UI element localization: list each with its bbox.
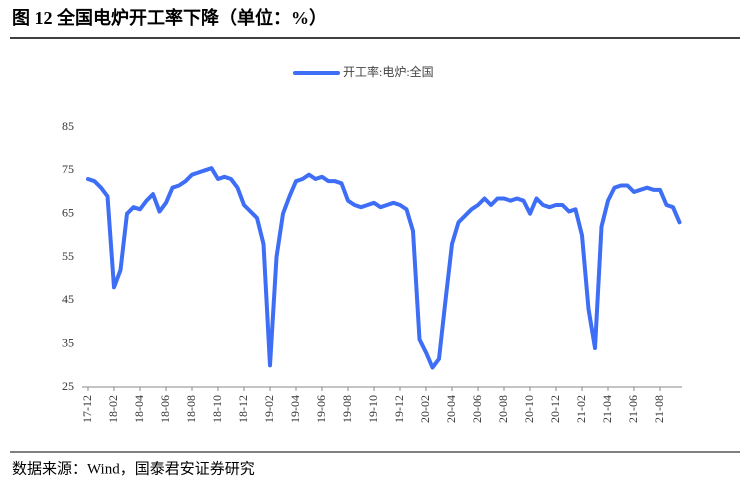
legend-label: 开工率:电炉:全国 <box>343 64 434 79</box>
x-tick-label: 21-06 <box>626 395 640 423</box>
x-tick-label: 20-08 <box>496 395 510 423</box>
x-tick-label: 21-08 <box>652 395 666 423</box>
x-tick-label: 19-10 <box>366 395 380 423</box>
x-tick-label: 17-12 <box>80 395 94 423</box>
x-tick-label: 19-08 <box>340 395 354 423</box>
series-line <box>86 166 682 370</box>
y-tick-label: 25 <box>62 379 74 393</box>
x-tick-label: 21-04 <box>600 395 614 423</box>
x-tick-label: 19-12 <box>392 395 406 423</box>
x-tick-label: 20-02 <box>418 395 432 423</box>
y-tick-label: 35 <box>62 335 74 349</box>
x-tick-label: 19-04 <box>288 395 302 423</box>
y-tick-label: 55 <box>62 249 74 263</box>
x-tick-label: 20-06 <box>470 395 484 423</box>
x-tick-label: 18-02 <box>106 395 120 423</box>
x-tick-label: 18-12 <box>236 395 250 423</box>
x-tick-label: 21-02 <box>574 395 588 423</box>
x-tick-label: 18-08 <box>184 395 198 423</box>
x-tick-label: 19-02 <box>262 395 276 423</box>
y-tick-label: 75 <box>62 162 74 176</box>
x-tick-label: 20-10 <box>522 395 536 423</box>
x-tick-label: 18-04 <box>132 395 146 423</box>
y-tick-label: 45 <box>62 292 74 306</box>
x-tick-label: 18-10 <box>210 395 224 423</box>
x-tick-label: 20-12 <box>548 395 562 423</box>
chart-title: 图 12 全国电炉开工率下降（单位：%） <box>12 7 327 28</box>
x-tick-label: 19-06 <box>314 395 328 423</box>
y-tick-label: 85 <box>62 119 74 133</box>
x-tick-label: 20-04 <box>444 395 458 423</box>
y-tick-label: 65 <box>62 205 74 219</box>
x-tick-label: 18-06 <box>158 395 172 423</box>
source: 数据来源：Wind，国泰君安证券研究 <box>12 460 255 477</box>
